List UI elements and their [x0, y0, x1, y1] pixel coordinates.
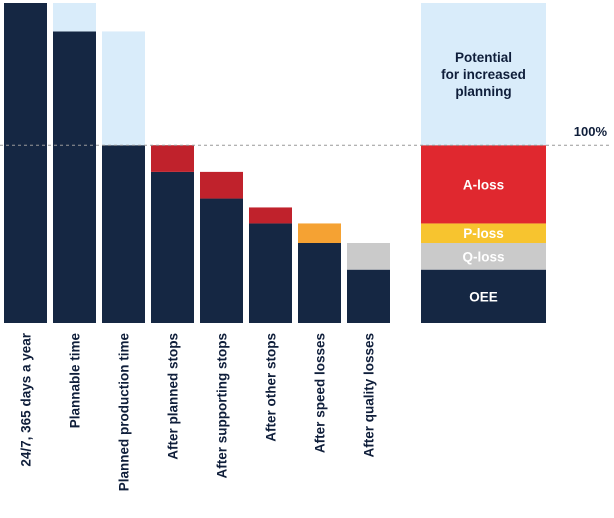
stack-segment-potential — [421, 3, 546, 146]
bar-6 — [249, 223, 292, 323]
loss-segment-6 — [249, 207, 292, 224]
category-label-7: After speed losses — [313, 333, 328, 453]
stack-segment-a-loss — [421, 145, 546, 224]
stack-segment-p-loss — [421, 223, 546, 243]
stack-label-q-loss: Q-loss — [462, 249, 504, 264]
category-label-6: After other stops — [264, 333, 279, 442]
bar-1 — [4, 3, 47, 323]
loss-segment-2 — [53, 3, 96, 32]
stack-segment-q-loss — [421, 243, 546, 270]
bar-3 — [102, 145, 145, 323]
stack-label-oee: OEE — [469, 289, 498, 304]
category-label-5: After supporting stops — [215, 333, 230, 479]
loss-segment-7 — [298, 223, 341, 243]
stacked-bar-group: OEE Q-loss P-loss A-loss Potential for increa… — [421, 3, 546, 323]
stack-label-a-loss: A-loss — [463, 177, 504, 192]
bar-2 — [53, 31, 96, 323]
loss-segment-3 — [102, 31, 145, 146]
loss-segment-4 — [151, 145, 194, 172]
category-label-8: After quality losses — [362, 333, 377, 458]
stack-label-potential: Potential for increased planning — [441, 50, 526, 99]
stack-label-p-loss: P-loss — [463, 226, 504, 241]
bars-group — [4, 3, 390, 323]
category-label-2: Plannable time — [68, 333, 83, 429]
category-label-4: After planned stops — [166, 333, 181, 460]
category-label-1: 24/7, 365 days a year — [19, 332, 34, 466]
category-labels: 24/7, 365 days a year Plannable time Plann… — [19, 332, 377, 491]
bar-5 — [200, 198, 243, 323]
bar-7 — [298, 243, 341, 323]
category-label-3: Planned production time — [117, 333, 132, 492]
stack-segment-oee — [421, 269, 546, 323]
bar-4 — [151, 171, 194, 323]
reference-line-label: 100% — [574, 124, 608, 139]
loss-segment-8 — [347, 243, 390, 270]
loss-segment-5 — [200, 171, 243, 199]
bar-8 — [347, 269, 390, 323]
